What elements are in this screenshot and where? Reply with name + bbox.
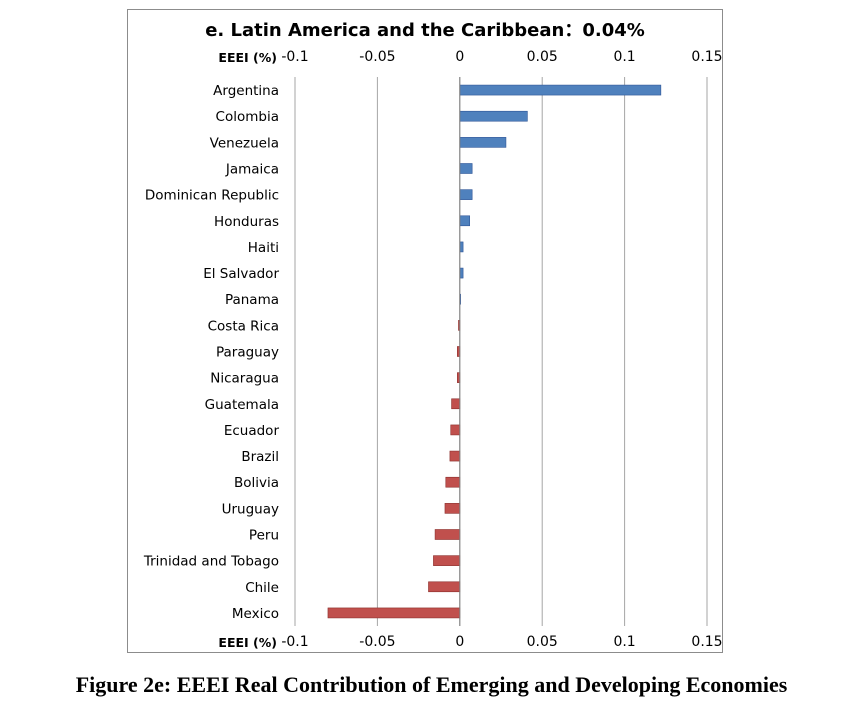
bar [459,163,473,174]
category-label: Colombia [216,109,279,125]
category-label: Panama [225,292,279,308]
bar [459,137,507,148]
category-label: Uruguay [222,501,279,517]
category-label: Trinidad and Tobago [143,554,279,570]
bar [451,398,461,410]
tick-label-top: -0.05 [359,49,395,65]
tick-label-bottom: -0.05 [359,634,395,650]
bar [434,529,461,540]
category-label: Peru [249,528,279,544]
tick-label-bottom: -0.1 [281,634,308,650]
figure-caption: Figure 2e: EEEI Real Contribution of Eme… [75,672,788,697]
gridlines [294,77,708,626]
axes: -0.1 -0.1 -0.05 -0.05 0 0 0.05 0.05 0.1 0.1 0.15 0.… [218,49,722,650]
category-label: Brazil [241,449,279,465]
category-labels: Argentina Colombia Venezuela Jamaica Dominic… [143,83,280,622]
tick-label-bottom: 0.15 [691,634,722,650]
category-label: Dominican Republic [145,188,279,204]
category-label: Mexico [232,606,279,622]
category-label: Costa Rica [208,318,279,334]
category-label: Nicaragua [210,371,279,387]
bar [450,424,461,436]
tick-label-top: 0.05 [527,49,558,65]
tick-label-bottom: 0.05 [527,634,558,650]
bar [428,581,461,593]
category-label: Jamaica [225,162,279,178]
axis-label-top: EEEI (%) [218,50,277,65]
category-label: Bolivia [234,475,279,491]
category-label: Guatemala [205,397,279,413]
category-label: Chile [245,580,279,596]
tick-label-top: 0.1 [613,49,635,65]
bar [444,503,461,514]
axis-label-bottom: EEEI (%) [218,635,277,650]
category-label: Ecuador [224,423,280,439]
bar [449,450,461,462]
tick-label-bottom: 0 [455,634,464,650]
category-label: El Salvador [203,266,279,282]
bar [459,189,473,200]
tick-label-bottom: 0.1 [613,634,635,650]
bar [459,110,528,122]
category-label: Honduras [214,214,279,230]
tick-label-top: 0 [455,49,464,65]
bar [327,607,461,619]
tick-label-top: 0.15 [691,49,722,65]
bar [445,476,461,488]
category-label: Argentina [213,83,279,99]
bar [459,215,470,227]
chart-frame: e. Latin America and the Caribbean：0.04%… [127,9,723,653]
category-label: Haiti [248,240,279,256]
bar [459,84,662,96]
bar [433,555,461,566]
bars [327,84,662,619]
bar-chart: Argentina Colombia Venezuela Jamaica Dominic… [143,49,722,650]
tick-label-top: -0.1 [281,49,308,65]
category-label: Venezuela [210,135,279,151]
chart-title: e. Latin America and the Caribbean：0.04% [205,20,645,41]
category-label: Paraguay [216,345,279,361]
